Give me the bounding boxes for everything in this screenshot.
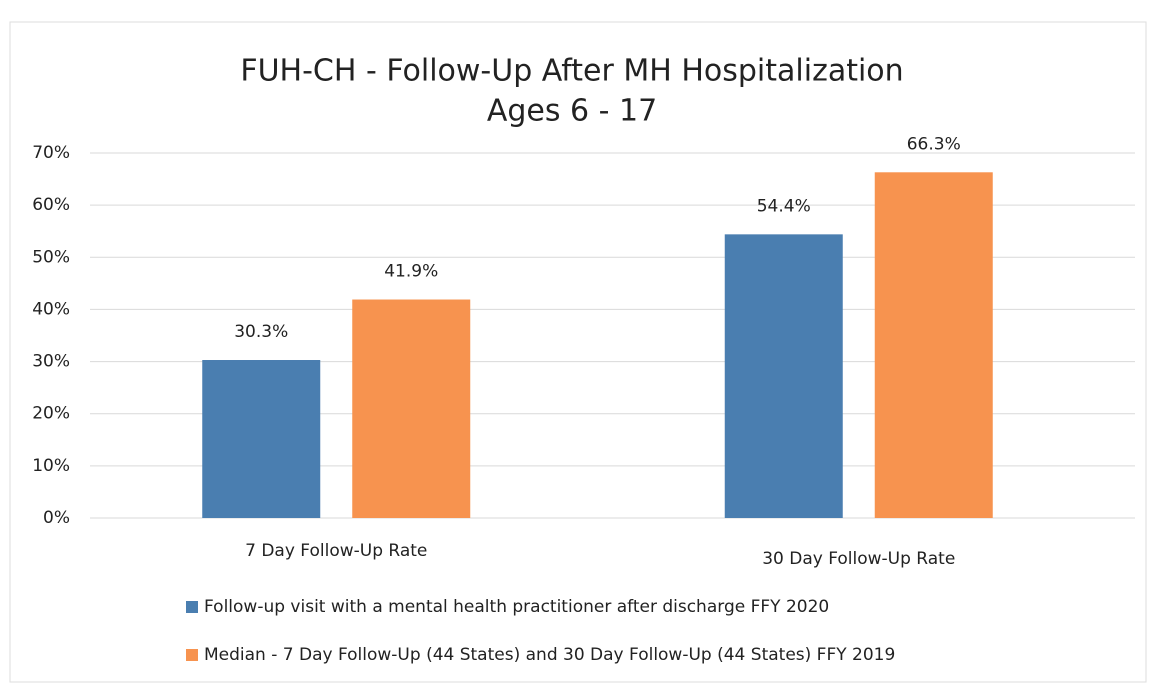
value-label: 41.9% (384, 262, 438, 282)
y-tick-label: 60% (32, 195, 70, 215)
bar (724, 234, 843, 519)
y-tick-label: 20% (32, 404, 70, 424)
legend-label: Median - 7 Day Follow-Up (44 States) and… (204, 645, 895, 665)
bar (202, 360, 321, 518)
value-label: 54.4% (757, 196, 811, 216)
value-label: 66.3% (907, 134, 961, 154)
value-label: 30.3% (234, 322, 288, 342)
y-tick-label: 70% (32, 143, 70, 163)
chart-frame (9, 21, 1147, 683)
bar (874, 172, 993, 519)
y-tick-label: 30% (32, 352, 70, 372)
x-tick-label: 30 Day Follow-Up Rate (762, 549, 955, 569)
y-tick-label: 50% (32, 247, 70, 267)
y-tick-label: 0% (43, 508, 70, 528)
chart-title: FUH-CH - Follow-Up After MH Hospitalizat… (240, 54, 903, 89)
y-tick-label: 40% (32, 299, 70, 319)
legend-swatch (186, 601, 198, 613)
x-tick-label: 7 Day Follow-Up Rate (245, 541, 427, 561)
legend-label: Follow-up visit with a mental health pra… (204, 597, 829, 617)
y-tick-label: 10% (32, 456, 70, 476)
chart-subtitle: Ages 6 - 17 (487, 94, 657, 129)
bar (352, 299, 471, 518)
legend-swatch (186, 649, 198, 661)
